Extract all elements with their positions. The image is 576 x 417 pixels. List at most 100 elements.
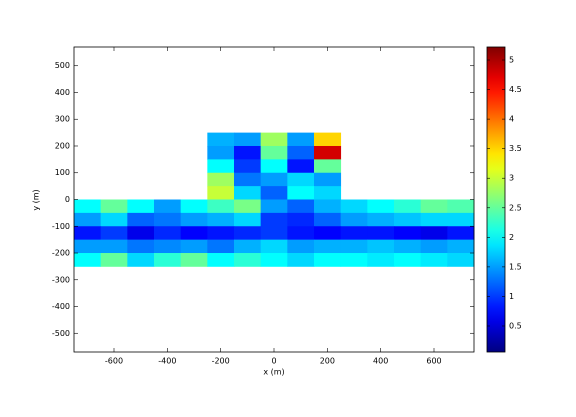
heat-cell: [127, 199, 155, 214]
heat-cell: [367, 253, 395, 267]
heat-cell: [180, 239, 208, 254]
heat-cell: [154, 239, 182, 254]
heat-cell: [394, 226, 422, 241]
colorbar-tick-label: 1.5: [509, 262, 522, 271]
heat-cell: [100, 253, 128, 267]
heat-cell: [127, 226, 155, 241]
heat-cell: [287, 186, 315, 200]
heat-cell: [340, 253, 368, 267]
heat-cell: [207, 212, 235, 227]
heat-cell: [154, 253, 182, 267]
heat-cell: [260, 159, 288, 174]
colorbar-tick-label: 3.5: [509, 144, 522, 153]
colorbar-tick-label: 0.5: [509, 321, 522, 330]
colorbar-tick-label: 3: [509, 174, 514, 183]
heat-cell: [447, 253, 475, 267]
heat-cell: [314, 186, 342, 200]
heat-cell: [180, 253, 208, 267]
heat-cell: [100, 212, 128, 227]
x-tick-label: -400: [158, 357, 176, 366]
heat-cell: [260, 226, 288, 241]
heat-cell: [234, 132, 262, 147]
y-tick-label: 500: [55, 61, 70, 70]
heat-cell: [100, 226, 128, 241]
heat-cell: [287, 212, 315, 227]
heat-cell: [260, 186, 288, 200]
heat-cell: [420, 239, 448, 254]
heat-cell: [340, 199, 368, 214]
heat-cell: [287, 172, 315, 187]
heat-cell: [234, 186, 262, 200]
heat-cell: [394, 199, 422, 214]
heat-cell: [314, 226, 342, 241]
heat-cell: [260, 145, 288, 160]
x-tick-label: 600: [426, 357, 441, 366]
heat-cell: [234, 226, 262, 241]
heat-cell: [314, 239, 342, 254]
colorbar-tick-label: 5: [509, 56, 514, 65]
heat-cell: [340, 226, 368, 241]
heat-cell: [420, 253, 448, 267]
heat-cell: [287, 159, 315, 174]
heat-cell: [234, 199, 262, 214]
y-tick-label: 400: [55, 88, 70, 97]
heat-cell: [287, 253, 315, 267]
heat-cell: [394, 253, 422, 267]
x-tick-label: -600: [105, 357, 123, 366]
heat-cell: [127, 212, 155, 227]
heat-cell: [207, 199, 235, 214]
heat-cell: [447, 212, 475, 227]
heat-cell: [207, 239, 235, 254]
heat-cell: [207, 132, 235, 147]
y-tick-label: -400: [52, 302, 70, 311]
colorbar-tick-label: 4.5: [509, 85, 522, 94]
heat-cell: [74, 226, 102, 241]
heat-cell: [287, 199, 315, 214]
heat-cell: [74, 253, 102, 267]
heat-cell: [207, 226, 235, 241]
colorbar-tick-label: 2.5: [509, 203, 522, 212]
y-tick-label: -100: [52, 222, 70, 231]
heat-cell: [260, 132, 288, 147]
colorbar-tick-label: 4: [509, 115, 514, 124]
heat-cell: [394, 239, 422, 254]
heat-cell: [340, 212, 368, 227]
heat-cell: [207, 159, 235, 174]
y-tick-label: 300: [55, 115, 70, 124]
colorbar-tick-label: 1: [509, 292, 514, 301]
y-tick-label: 0: [65, 195, 70, 204]
heat-cell: [260, 239, 288, 254]
colorbar: [486, 46, 506, 353]
heat-cell: [420, 199, 448, 214]
heat-cell: [74, 199, 102, 214]
heat-cell: [234, 145, 262, 160]
heat-cell: [447, 239, 475, 254]
y-tick-label: -200: [52, 249, 70, 258]
heat-cell: [234, 212, 262, 227]
heat-cell: [314, 253, 342, 267]
heat-cell: [287, 145, 315, 160]
heat-cell: [127, 253, 155, 267]
heat-cell: [154, 199, 182, 214]
heat-cell: [180, 199, 208, 214]
heat-cell: [260, 199, 288, 214]
heat-cell: [234, 239, 262, 254]
heat-cell: [154, 212, 182, 227]
heat-cell: [234, 159, 262, 174]
heat-cell: [74, 239, 102, 254]
heat-cell: [180, 212, 208, 227]
heat-cell: [234, 253, 262, 267]
x-axis-label: x (m): [263, 368, 284, 377]
heat-cell: [447, 199, 475, 214]
heat-cell: [207, 145, 235, 160]
heat-cell: [287, 132, 315, 147]
y-tick-label: -300: [52, 275, 70, 284]
heat-cell: [314, 145, 342, 160]
y-axis-label: y (m): [32, 189, 41, 210]
x-tick-label: 0: [271, 357, 276, 366]
heat-cell: [260, 212, 288, 227]
heat-cell: [447, 226, 475, 241]
y-tick-label: 200: [55, 141, 70, 150]
heat-cell: [100, 199, 128, 214]
